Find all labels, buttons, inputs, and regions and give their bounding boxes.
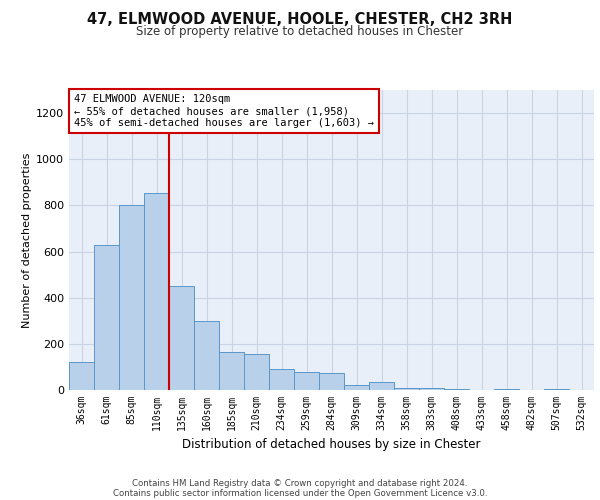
Text: Size of property relative to detached houses in Chester: Size of property relative to detached ho… xyxy=(136,25,464,38)
Bar xyxy=(94,244,119,390)
Bar xyxy=(119,206,144,390)
Bar xyxy=(144,192,169,390)
X-axis label: Distribution of detached houses by size in Chester: Distribution of detached houses by size … xyxy=(182,438,481,452)
Bar xyxy=(419,388,444,390)
Bar xyxy=(169,286,194,390)
Bar xyxy=(369,382,394,390)
Bar xyxy=(344,386,369,390)
Text: 47, ELMWOOD AVENUE, HOOLE, CHESTER, CH2 3RH: 47, ELMWOOD AVENUE, HOOLE, CHESTER, CH2 … xyxy=(88,12,512,28)
Bar xyxy=(294,372,319,390)
Bar xyxy=(244,354,269,390)
Bar xyxy=(219,352,244,390)
Bar xyxy=(269,369,294,390)
Text: Contains HM Land Registry data © Crown copyright and database right 2024.: Contains HM Land Registry data © Crown c… xyxy=(132,478,468,488)
Bar xyxy=(69,362,94,390)
Bar xyxy=(394,388,419,390)
Y-axis label: Number of detached properties: Number of detached properties xyxy=(22,152,32,328)
Bar xyxy=(319,372,344,390)
Bar xyxy=(494,389,519,390)
Text: Contains public sector information licensed under the Open Government Licence v3: Contains public sector information licen… xyxy=(113,488,487,498)
Bar xyxy=(544,389,569,390)
Bar xyxy=(444,389,469,390)
Text: 47 ELMWOOD AVENUE: 120sqm
← 55% of detached houses are smaller (1,958)
45% of se: 47 ELMWOOD AVENUE: 120sqm ← 55% of detac… xyxy=(74,94,374,128)
Bar xyxy=(194,321,219,390)
